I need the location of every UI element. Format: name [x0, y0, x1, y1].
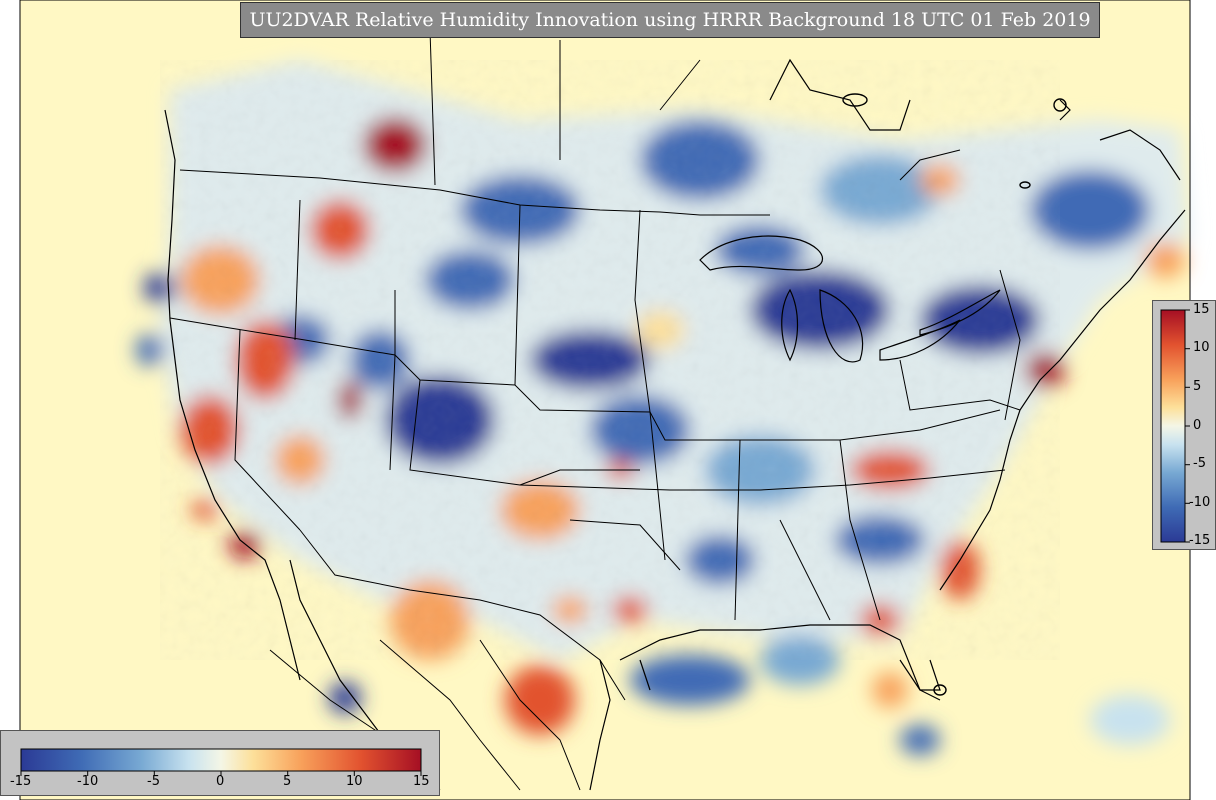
horizontal-colorbar-tick: 5 — [283, 774, 292, 789]
horizontal-colorbar-tick: 15 — [413, 774, 430, 789]
horizontal-colorbar-tick: -15 — [10, 774, 32, 789]
horizontal-colorbar-scale — [20, 748, 422, 776]
great-lakes — [842, 93, 1067, 696]
map-title: UU2DVAR Relative Humidity Innovation usi… — [249, 9, 1091, 31]
horizontal-colorbar-tick: 0 — [216, 774, 225, 789]
horizontal-colorbar-tick: 10 — [346, 774, 363, 789]
vertical-colorbar-tick: 10 — [1193, 340, 1210, 355]
title-box: UU2DVAR Relative Humidity Innovation usi… — [240, 2, 1100, 38]
horizontal-colorbar-tick: -10 — [77, 774, 99, 789]
horizontal-colorbar-tick: -5 — [147, 774, 160, 789]
vertical-colorbar-tick: -15 — [1189, 533, 1211, 548]
vertical-colorbar-tick: 0 — [1193, 418, 1202, 433]
vertical-colorbar-tick: -5 — [1193, 456, 1206, 471]
horizontal-colorbar: -15 -10 -5 0 5 10 15 — [0, 730, 440, 796]
boundary-lines — [169, 29, 1021, 791]
vertical-colorbar-scale — [1160, 309, 1190, 543]
vertical-colorbar-tick: 5 — [1193, 379, 1202, 394]
vertical-colorbar-tick: -10 — [1189, 495, 1211, 510]
vertical-colorbar: 15 10 5 0 -5 -10 -15 — [1152, 300, 1216, 550]
vertical-colorbar-tick: 15 — [1193, 302, 1210, 317]
